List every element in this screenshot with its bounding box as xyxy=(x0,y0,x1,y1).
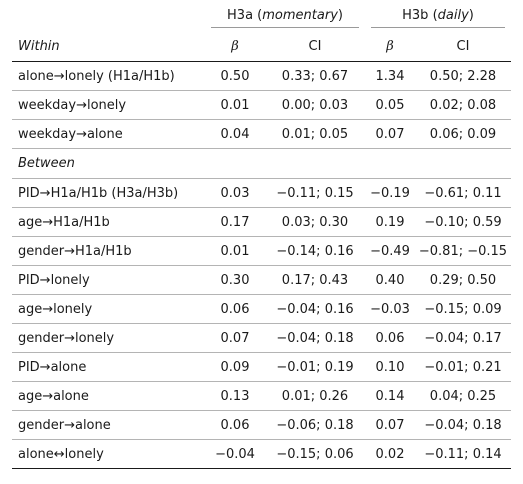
beta-value-h3a: 0.01 xyxy=(220,97,250,113)
beta-value-h3a: 0.01 xyxy=(220,243,250,259)
ci-value-h3b: −0.10; 0.59 xyxy=(424,214,502,230)
ci-value-h3b: 0.02; 0.08 xyxy=(429,97,497,113)
beta-value-h3b: 0.19 xyxy=(375,214,405,230)
beta-value-h3b: −0.03 xyxy=(370,301,410,317)
ci-value-h3b: −0.01; 0.21 xyxy=(424,359,502,375)
within-label: Within xyxy=(12,32,205,62)
ci-value-h3a: −0.06; 0.18 xyxy=(276,417,354,433)
ci-value-h3a: −0.01; 0.19 xyxy=(276,359,354,375)
beta-value-h3b: −0.49 xyxy=(370,243,410,259)
ci-value-h3b: −0.81; −0.15 xyxy=(418,243,508,259)
ci-header: CI xyxy=(265,32,365,62)
row-label: age→alone xyxy=(18,388,89,404)
row-label: alone↔lonely xyxy=(18,446,104,462)
ci-value-h3b: −0.61; 0.11 xyxy=(424,185,502,201)
ci-value-h3a: 0.00; 0.03 xyxy=(281,97,349,113)
group-header-h3b: H3b (daily) xyxy=(365,4,511,32)
ci-value-h3b: 0.29; 0.50 xyxy=(429,272,497,288)
ci-value-h3b: −0.11; 0.14 xyxy=(424,446,502,462)
table-row: age→lonely 0.06 −0.04; 0.16 −0.03 −0.15; 0.0… xyxy=(12,295,511,324)
ci-value-h3b: 0.06; 0.09 xyxy=(429,126,497,142)
table-row: age→alone 0.13 0.01; 0.26 0.14 0.04; 0.25 xyxy=(12,382,511,411)
row-label: weekday→alone xyxy=(18,126,123,142)
beta-value-h3b: 0.05 xyxy=(375,97,405,113)
beta-value-h3a: 0.50 xyxy=(220,68,250,84)
table-row: gender→lonely 0.07 −0.04; 0.18 0.06 −0.04; 0… xyxy=(12,324,511,353)
row-label: age→H1a/H1b xyxy=(18,214,110,230)
group-header-h3a: H3a (momentary) xyxy=(205,4,365,32)
table-row: weekday→alone 0.04 0.01; 0.05 0.07 0.06; 0.0… xyxy=(12,120,511,149)
beta-value-h3a: 0.04 xyxy=(220,126,250,142)
ci-value-h3b: 0.04; 0.25 xyxy=(429,388,497,404)
table-row: gender→H1a/H1b 0.01 −0.14; 0.16 −0.49 −0.81;… xyxy=(12,237,511,266)
ci-value-h3a: −0.14; 0.16 xyxy=(276,243,354,259)
beta-value-h3b: 0.06 xyxy=(375,330,405,346)
row-label: weekday→lonely xyxy=(18,97,127,113)
ci-value-h3a: −0.04; 0.18 xyxy=(276,330,354,346)
results-table: H3a (momentary) H3b (daily) Within β CI … xyxy=(12,4,511,469)
group-name: H3a xyxy=(227,8,254,23)
table-row: alone→lonely (H1a/H1b) 0.50 0.33; 0.67 1.34… xyxy=(12,62,511,91)
ci-value-h3a: 0.03; 0.30 xyxy=(281,214,349,230)
beta-value-h3b: 1.34 xyxy=(375,68,405,84)
row-label: alone→lonely (H1a/H1b) xyxy=(18,68,175,84)
beta-value-h3b: 0.14 xyxy=(375,388,405,404)
row-label: age→lonely xyxy=(18,301,93,317)
table-row: gender→alone 0.06 −0.06; 0.18 0.07 −0.04; 0.… xyxy=(12,411,511,440)
section-row-between: Between xyxy=(12,149,511,179)
row-label: PID→H1a/H1b (H3a/H3b) xyxy=(18,185,179,201)
header-empty-cell xyxy=(12,4,205,32)
table-row: weekday→lonely 0.01 0.00; 0.03 0.05 0.02; 0.… xyxy=(12,91,511,120)
ci-value-h3a: 0.01; 0.26 xyxy=(281,388,349,404)
table-row: PID→alone 0.09 −0.01; 0.19 0.10 −0.01; 0.21 xyxy=(12,353,511,382)
header-row-groups: H3a (momentary) H3b (daily) xyxy=(12,4,511,32)
row-label: PID→alone xyxy=(18,359,87,375)
beta-value-h3b: 0.40 xyxy=(375,272,405,288)
beta-value-h3a: 0.07 xyxy=(220,330,250,346)
beta-value-h3b: 0.07 xyxy=(375,417,405,433)
beta-value-h3a: 0.06 xyxy=(220,301,250,317)
table-row: PID→lonely 0.30 0.17; 0.43 0.40 0.29; 0.50 xyxy=(12,266,511,295)
beta-value-h3a: 0.03 xyxy=(220,185,250,201)
beta-value-h3b: 0.02 xyxy=(375,446,405,462)
beta-value-h3b: 0.07 xyxy=(375,126,405,142)
ci-value-h3a: 0.17; 0.43 xyxy=(281,272,349,288)
beta-value-h3b: −0.19 xyxy=(370,185,410,201)
row-label: PID→lonely xyxy=(18,272,90,288)
row-label: gender→alone xyxy=(18,417,111,433)
ci-value-h3b: −0.04; 0.18 xyxy=(424,417,502,433)
ci-value-h3a: −0.04; 0.16 xyxy=(276,301,354,317)
group-qualifier: momentary xyxy=(262,8,338,23)
beta-header: β xyxy=(365,32,415,62)
beta-value-h3b: 0.10 xyxy=(375,359,405,375)
between-label: Between xyxy=(18,156,75,171)
ci-value-h3b: −0.15; 0.09 xyxy=(424,301,502,317)
ci-value-h3a: 0.01; 0.05 xyxy=(281,126,349,142)
ci-value-h3b: −0.04; 0.17 xyxy=(424,330,502,346)
beta-value-h3a: 0.17 xyxy=(220,214,250,230)
group-name: H3b xyxy=(402,8,429,23)
ci-header: CI xyxy=(415,32,511,62)
ci-value-h3a: −0.15; 0.06 xyxy=(276,446,354,462)
ci-value-h3a: 0.33; 0.67 xyxy=(281,68,349,84)
beta-header: β xyxy=(205,32,265,62)
row-label: gender→lonely xyxy=(18,330,115,346)
group-qualifier: daily xyxy=(437,8,469,23)
beta-value-h3a: −0.04 xyxy=(215,446,255,462)
row-label: gender→H1a/H1b xyxy=(18,243,132,259)
beta-value-h3a: 0.13 xyxy=(220,388,250,404)
ci-value-h3b: 0.50; 2.28 xyxy=(429,68,497,84)
table-row: age→H1a/H1b 0.17 0.03; 0.30 0.19 −0.10; 0.59 xyxy=(12,208,511,237)
table-row: PID→H1a/H1b (H3a/H3b) 0.03 −0.11; 0.15 −0.1… xyxy=(12,179,511,208)
beta-value-h3a: 0.30 xyxy=(220,272,250,288)
beta-value-h3a: 0.09 xyxy=(220,359,250,375)
header-row-columns: Within β CI β CI xyxy=(12,32,511,62)
ci-value-h3a: −0.11; 0.15 xyxy=(276,185,354,201)
table-row: alone↔lonely −0.04 −0.15; 0.06 0.02 −0.11; 0… xyxy=(12,440,511,469)
beta-value-h3a: 0.06 xyxy=(220,417,250,433)
